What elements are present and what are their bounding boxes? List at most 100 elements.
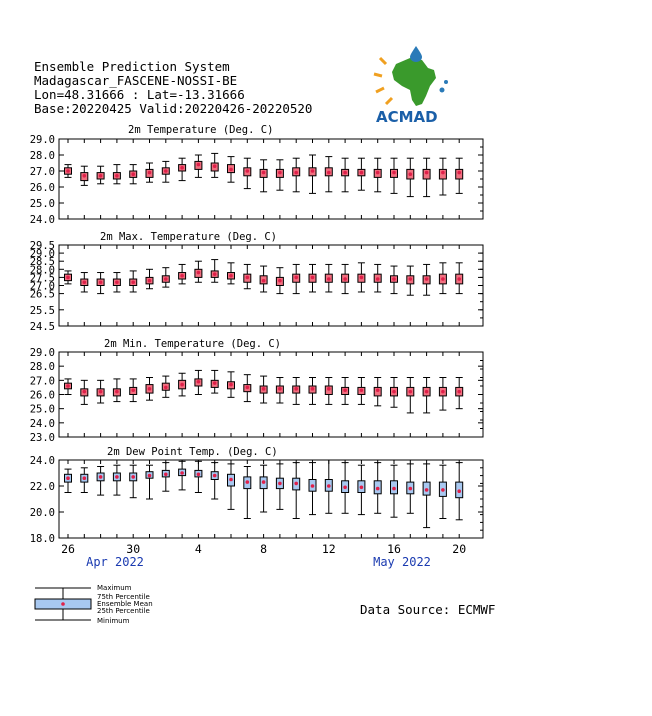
- mean-dot: [131, 388, 135, 393]
- mean-dot: [310, 484, 315, 488]
- africa-map-icon: [392, 58, 436, 106]
- mean-dot: [310, 387, 315, 391]
- y-tick-label: 24.5: [30, 321, 55, 333]
- y-tick-label: 27.5: [30, 272, 55, 284]
- y-tick-label: 24.0: [30, 214, 55, 226]
- mean-dot: [408, 389, 413, 394]
- mean-dot: [310, 169, 315, 173]
- header-line-2: Madagascar_FASCENE-NOSSI-BE: [34, 73, 238, 88]
- mean-dot: [245, 480, 250, 484]
- mean-dot: [131, 172, 135, 176]
- mean-dot: [441, 277, 445, 281]
- mean-dot: [457, 389, 462, 394]
- mean-dot: [131, 475, 135, 479]
- mean-dot: [343, 485, 347, 490]
- y-tick-label: 25.0: [30, 404, 55, 416]
- mean-dot: [359, 275, 364, 280]
- x-month-label: May 2022: [373, 555, 431, 569]
- x-day-label: 8: [260, 542, 267, 556]
- data-source-label: Data Source: ECMWF: [360, 602, 496, 617]
- mean-dot: [245, 169, 250, 173]
- legend-mean-dot: [61, 602, 65, 606]
- mean-dot: [359, 485, 364, 490]
- mean-dot: [441, 170, 445, 175]
- y-tick-label: 28.0: [30, 361, 55, 373]
- mean-dot: [327, 484, 331, 488]
- mean-dot: [261, 170, 266, 175]
- header-line-1: Ensemble Prediction System: [34, 59, 230, 74]
- mean-dot: [196, 162, 201, 167]
- mean-dot: [408, 277, 413, 281]
- panel-frame: [58, 459, 484, 539]
- mean-dot: [66, 476, 70, 481]
- mean-dot: [278, 170, 282, 175]
- legend-label: Maximum: [97, 584, 132, 592]
- x-day-label: 26: [61, 542, 75, 556]
- y-tick-label: 24.0: [30, 418, 55, 430]
- panel-title: 2m Dew Point Temp. (Deg. C): [107, 446, 278, 458]
- mean-dot: [359, 388, 364, 393]
- mean-dot: [115, 475, 119, 479]
- mean-dot: [164, 385, 168, 390]
- mean-dot: [375, 170, 380, 175]
- mean-dot: [196, 379, 201, 384]
- y-tick-label: 28.0: [30, 264, 55, 276]
- mean-dot: [310, 275, 315, 280]
- mean-dot: [196, 270, 201, 275]
- mean-dot: [212, 272, 217, 276]
- mean-dot: [229, 167, 233, 172]
- logo-text: ACMAD: [376, 108, 438, 126]
- mean-dot: [147, 278, 152, 283]
- mean-dot: [375, 277, 380, 281]
- panel-title: 2m Temperature (Deg. C): [128, 124, 273, 136]
- mean-dot: [82, 174, 87, 178]
- mean-dot: [229, 477, 233, 482]
- water-drop-icon: [410, 46, 422, 62]
- y-tick-label: 27.0: [30, 166, 55, 178]
- mean-dot: [457, 489, 462, 494]
- header-line-3: Lon=48.31666 : Lat=-13.31666: [34, 87, 245, 102]
- mean-dot: [375, 388, 380, 393]
- mean-dot: [115, 174, 119, 178]
- mean-dot: [212, 381, 217, 385]
- y-tick-label: 20.0: [30, 507, 55, 519]
- mean-dot: [164, 169, 168, 173]
- y-tick-label: 23.0: [30, 432, 55, 444]
- legend-label: Minimum: [97, 617, 130, 625]
- mean-dot: [229, 273, 233, 278]
- mean-dot: [229, 382, 233, 387]
- y-tick-label: 29.0: [30, 248, 55, 260]
- mean-dot: [294, 387, 299, 391]
- legend-label: 75th Percentile: [97, 593, 150, 601]
- panel-frame: [58, 244, 484, 327]
- acmad-logo: ACMAD: [372, 46, 462, 126]
- mean-dot: [82, 280, 87, 285]
- mean-dot: [294, 275, 299, 280]
- mean-dot: [424, 389, 429, 394]
- legend-label: 25th Percentile: [97, 607, 150, 615]
- mean-dot: [66, 384, 70, 388]
- y-tick-label: 22.0: [30, 481, 55, 493]
- mean-dot: [424, 170, 429, 175]
- mean-dot: [261, 480, 266, 484]
- mean-dot: [392, 389, 396, 394]
- x-day-label: 4: [195, 542, 202, 556]
- header-line-4: Base:20220425 Valid:20220426-20220520: [34, 101, 313, 116]
- mean-dot: [164, 472, 168, 477]
- mean-dot: [408, 486, 413, 491]
- y-tick-label: 26.0: [30, 390, 55, 402]
- mean-dot: [180, 166, 184, 170]
- y-tick-label: 27.0: [30, 281, 55, 293]
- mean-dot: [278, 278, 282, 283]
- mean-dot: [294, 481, 299, 486]
- panel-frame: [58, 138, 484, 220]
- mean-dot: [441, 488, 445, 492]
- mean-dot: [375, 486, 380, 491]
- y-tick-label: 25.0: [30, 198, 55, 210]
- mean-dot: [212, 473, 217, 478]
- mean-dot: [98, 280, 103, 285]
- x-day-label: 30: [126, 542, 140, 556]
- x-day-label: 20: [452, 542, 466, 556]
- mean-dot: [424, 277, 429, 281]
- panel-title: 2m Max. Temperature (Deg. C): [100, 231, 277, 243]
